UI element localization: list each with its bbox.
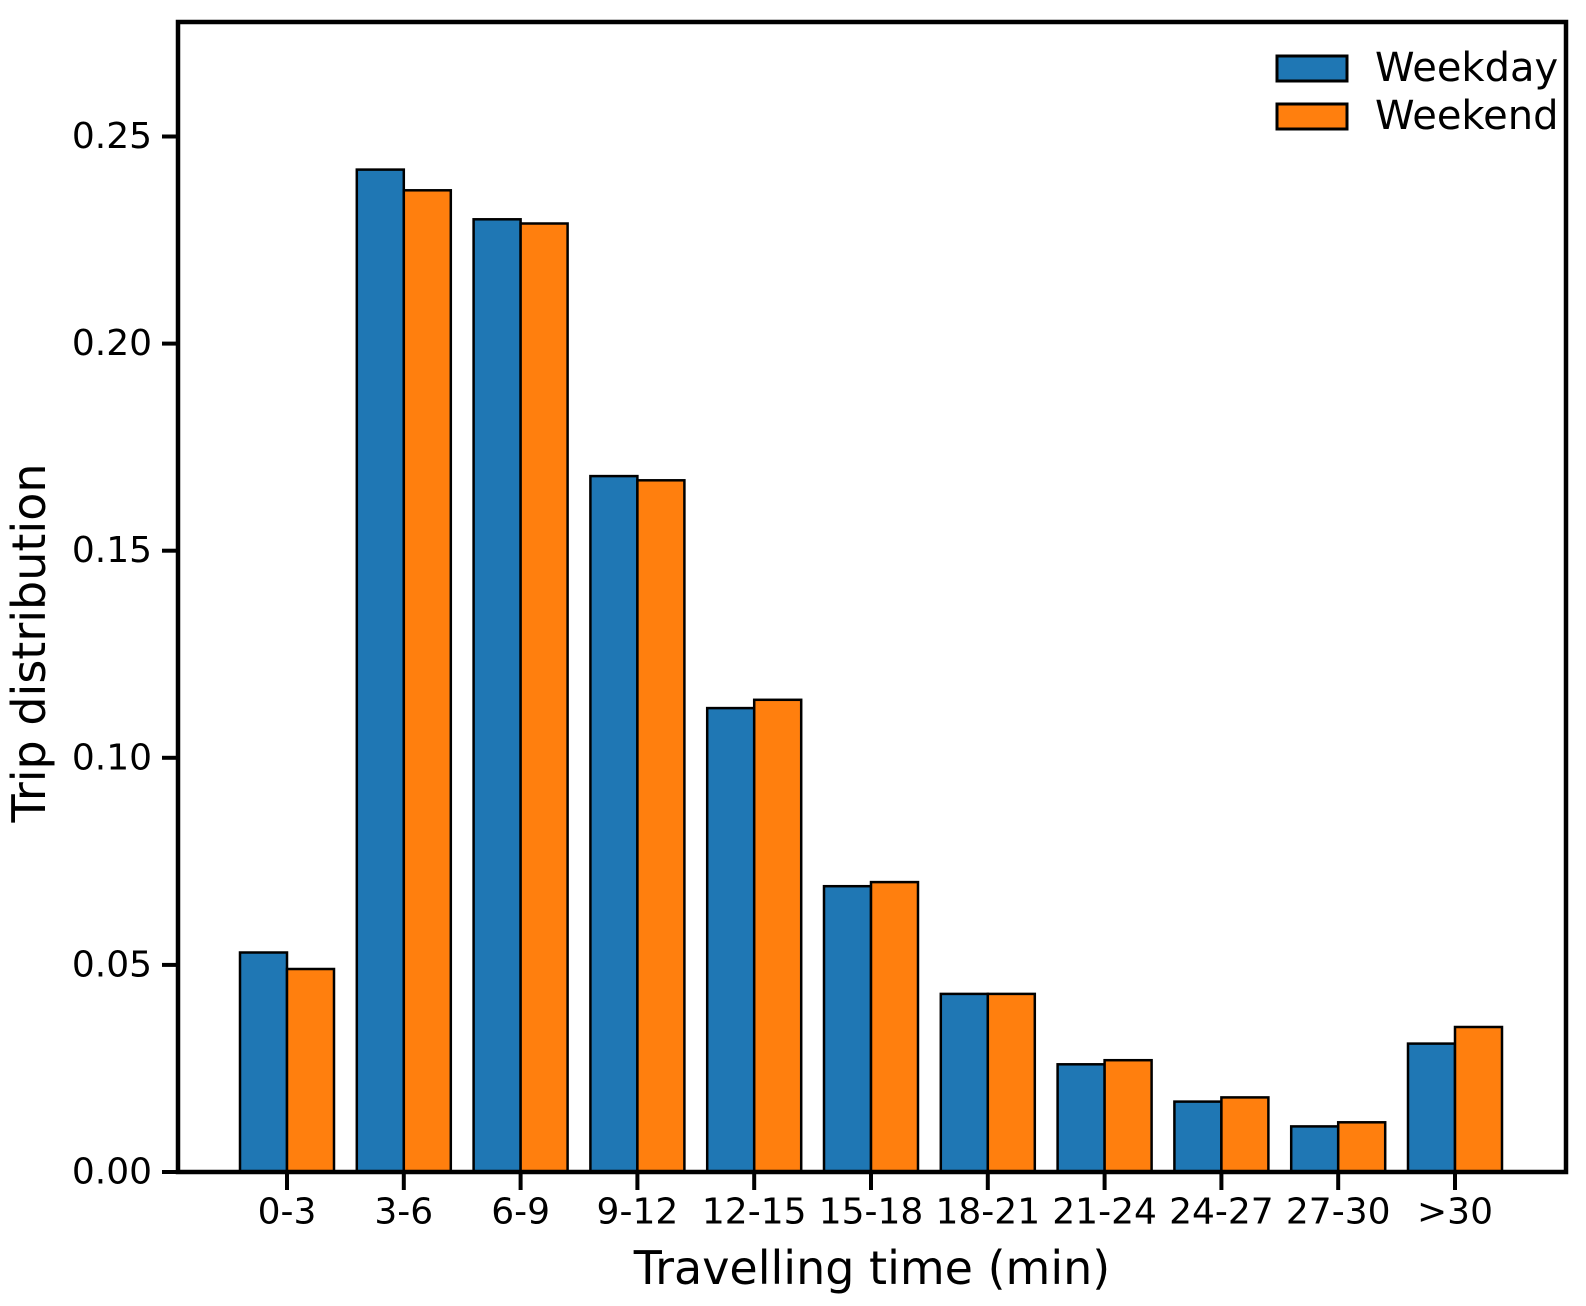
x-tick-label-3-6: 3-6 xyxy=(374,1192,433,1233)
x-tick-label-27-30: 27-30 xyxy=(1286,1192,1391,1233)
bar-weekday-27-30 xyxy=(1289,1125,1340,1174)
y-tick-label: 0.15 xyxy=(72,530,152,571)
x-tick-label-12-15: 12-15 xyxy=(702,1192,807,1233)
bars-layer xyxy=(238,168,1504,1174)
bar-weekday-12-15 xyxy=(705,706,756,1174)
bar-weekend-15-18 xyxy=(869,880,920,1174)
legend-swatch-weekend xyxy=(1275,102,1349,131)
bar-weekend-30 xyxy=(1453,1025,1504,1174)
legend-label-weekend: Weekend xyxy=(1375,93,1559,139)
bar-weekend-0-3 xyxy=(285,967,336,1174)
legend-swatch-weekday xyxy=(1275,54,1349,83)
legend-label-weekday: Weekday xyxy=(1375,45,1558,91)
bar-weekend-18-21 xyxy=(986,992,1037,1174)
bar-weekday-18-21 xyxy=(939,992,990,1174)
bar-weekend-6-9 xyxy=(519,222,569,1174)
x-tick-label-30: >30 xyxy=(1417,1192,1493,1233)
y-tick-label: 0.00 xyxy=(72,1152,152,1193)
x-axis-ticks: 0-3 3-6 6-9 9-12 12-15 15-18 18-21 21-24 24-27 27… xyxy=(258,1172,1493,1233)
bar-weekend-12-15 xyxy=(752,698,803,1174)
bar-weekday-3-6 xyxy=(355,168,406,1174)
x-tick-label-18-21: 18-21 xyxy=(935,1192,1040,1233)
y-tick-label: 0.10 xyxy=(72,737,152,778)
bar-weekend-9-12 xyxy=(636,479,686,1174)
legend: Weekday Weekend xyxy=(1275,45,1559,139)
y-tick-label: 0.05 xyxy=(72,944,152,985)
x-tick-label-9-12: 9-12 xyxy=(597,1192,679,1233)
y-tick-label: 0.25 xyxy=(72,116,152,157)
bar-weekend-27-30 xyxy=(1336,1121,1387,1174)
bar-weekday-15-18 xyxy=(822,884,873,1174)
bar-weekday-24-27 xyxy=(1173,1100,1223,1174)
bar-weekend-3-6 xyxy=(402,189,453,1174)
x-tick-label-24-27: 24-27 xyxy=(1169,1192,1274,1233)
x-tick-label-6-9: 6-9 xyxy=(491,1192,550,1233)
bar-weekday-0-3 xyxy=(238,951,289,1174)
y-axis-ticks: 0.00 0.05 0.10 0.15 0.20 0.25 xyxy=(72,116,178,1193)
bar-weekday-9-12 xyxy=(589,474,639,1174)
bar-weekend-24-27 xyxy=(1220,1096,1270,1174)
bar-weekday-30 xyxy=(1406,1042,1457,1174)
bar-weekday-21-24 xyxy=(1056,1063,1106,1174)
y-axis-title: Trip distribution xyxy=(2,464,56,824)
bar-weekend-21-24 xyxy=(1103,1058,1153,1174)
bar-weekday-6-9 xyxy=(472,218,522,1174)
x-tick-label-15-18: 15-18 xyxy=(819,1192,924,1233)
x-axis-title: Travelling time (min) xyxy=(633,1241,1110,1295)
x-tick-label-0-3: 0-3 xyxy=(258,1192,317,1233)
x-tick-label-21-24: 21-24 xyxy=(1052,1192,1157,1233)
y-tick-label: 0.20 xyxy=(72,323,152,364)
